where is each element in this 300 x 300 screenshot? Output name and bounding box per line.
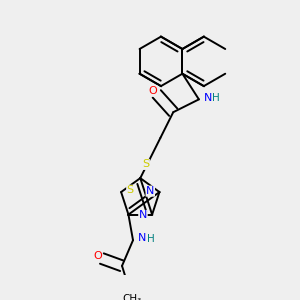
- Text: N: N: [146, 186, 154, 196]
- Text: N: N: [204, 92, 212, 103]
- Text: S: S: [127, 185, 134, 195]
- Text: N: N: [139, 211, 147, 220]
- Text: H: H: [146, 234, 154, 244]
- Text: O: O: [149, 86, 158, 96]
- Text: H: H: [212, 94, 220, 103]
- Text: O: O: [93, 251, 102, 261]
- Text: CH₃: CH₃: [122, 294, 142, 300]
- Text: S: S: [142, 159, 149, 170]
- Text: N: N: [138, 233, 146, 243]
